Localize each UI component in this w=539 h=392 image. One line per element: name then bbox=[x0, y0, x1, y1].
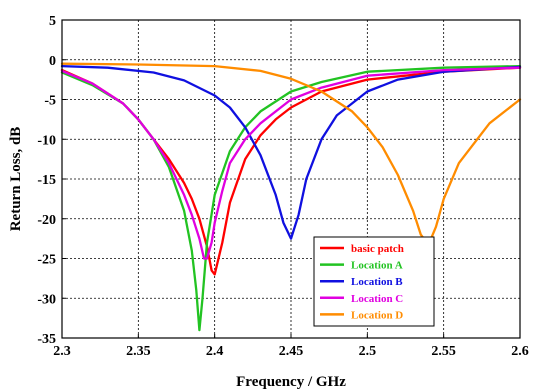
axis-ticks: 2.3 2.35 2.4 2.45 2.5 2.55 2.6 5 0 -5 -10 -15 -20 -25… bbox=[37, 14, 528, 359]
y-axis-title: Return Loss, dB bbox=[8, 127, 24, 232]
y-tick-label: -25 bbox=[37, 253, 56, 268]
series-line-location-c bbox=[60, 66, 522, 260]
y-tick-label: -30 bbox=[37, 292, 56, 307]
series-line-location-b bbox=[60, 64, 522, 240]
legend-label-location-c: Location C bbox=[351, 293, 403, 305]
x-tick-label: 2.6 bbox=[511, 344, 529, 359]
x-tick-label: 2.35 bbox=[126, 344, 151, 359]
series-lines bbox=[60, 62, 522, 332]
y-tick-label: 0 bbox=[49, 54, 56, 69]
y-tick-label: -5 bbox=[44, 94, 56, 109]
y-tick-label: 5 bbox=[49, 14, 56, 29]
y-tick-label: -10 bbox=[37, 133, 56, 148]
x-tick-label: 2.5 bbox=[359, 344, 377, 359]
x-tick-label: 2.3 bbox=[53, 344, 71, 359]
y-tick-label: -35 bbox=[37, 332, 56, 347]
y-tick-label: -15 bbox=[37, 173, 56, 188]
series-line-location-d bbox=[60, 62, 522, 247]
legend: basic patch Location A Location B Location … bbox=[313, 236, 435, 327]
y-tick-label: -20 bbox=[37, 213, 56, 228]
legend-label-location-a: Location A bbox=[351, 260, 403, 272]
legend-label-basic-patch: basic patch bbox=[351, 243, 404, 255]
legend-label-location-d: Location D bbox=[351, 309, 403, 321]
x-tick-label: 2.45 bbox=[279, 344, 304, 359]
x-axis-title: Frequency / GHz bbox=[236, 374, 346, 390]
x-tick-label: 2.4 bbox=[206, 344, 224, 359]
legend-label-location-b: Location B bbox=[351, 276, 403, 288]
x-tick-label: 2.55 bbox=[431, 344, 456, 359]
grid-lines bbox=[62, 20, 520, 338]
